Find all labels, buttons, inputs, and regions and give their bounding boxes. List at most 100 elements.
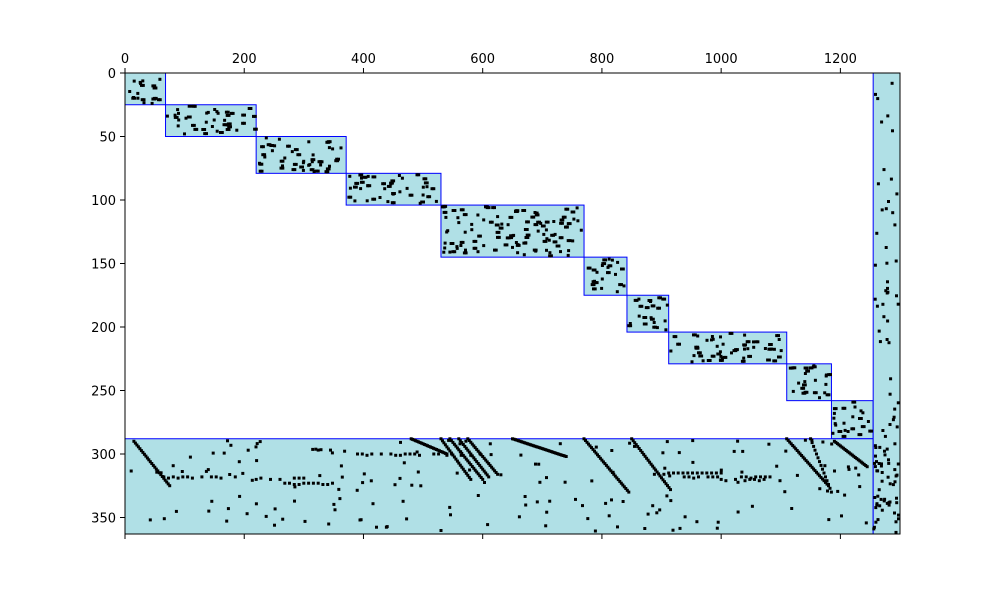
nonzero-marker [644,316,648,319]
nonzero-marker [663,297,667,301]
nonzero-marker [568,239,572,243]
nonzero-marker [500,226,504,230]
nonzero-marker [371,175,375,179]
nonzero-marker [441,439,444,443]
nonzero-marker [241,113,245,117]
nonzero-marker [678,342,681,346]
nonzero-marker [233,475,237,479]
nonzero-marker [548,254,552,258]
nonzero-marker [880,120,884,124]
nonzero-marker [339,464,343,468]
nonzero-marker [534,213,538,217]
nonzero-marker [476,250,480,254]
nonzero-marker [311,481,315,485]
x-tick-label: 400 [351,52,376,67]
nonzero-marker [656,306,660,310]
nonzero-marker [226,439,229,443]
nonzero-marker [193,127,197,131]
nonzero-marker [442,204,446,208]
nonzero-marker [884,207,888,211]
nonzero-marker [677,451,681,455]
nonzero-marker [662,472,666,476]
nonzero-marker [745,340,749,344]
nonzero-marker [241,471,245,475]
nonzero-marker [496,472,500,476]
nonzero-marker [168,484,172,488]
nonzero-marker [567,249,571,253]
nonzero-marker [536,213,540,217]
nonzero-marker [724,355,728,359]
nonzero-marker [800,386,804,390]
nonzero-marker [238,494,242,498]
nonzero-marker [696,334,700,338]
nonzero-marker [455,246,459,250]
nonzero-marker [633,298,637,302]
nonzero-marker [882,168,886,172]
nonzero-marker [633,441,637,445]
nonzero-marker [467,439,471,442]
y-tick-label: 0 [108,67,116,82]
nonzero-marker [457,448,461,452]
nonzero-marker [521,209,525,212]
nonzero-marker [593,449,596,453]
nonzero-marker [557,244,561,248]
nonzero-marker [794,447,798,451]
nonzero-marker [847,467,851,471]
nonzero-marker [853,405,857,409]
nonzero-marker [560,221,564,225]
nonzero-marker [872,527,876,531]
nonzero-marker [748,477,752,481]
nonzero-marker [822,479,826,483]
nonzero-marker [509,234,513,238]
nonzero-marker [750,504,754,508]
nonzero-marker [281,166,285,170]
nonzero-marker [827,483,830,486]
nonzero-marker [793,366,797,370]
nonzero-marker [694,345,698,349]
nonzero-marker [327,522,331,526]
nonzero-marker [756,340,760,344]
nonzero-marker [736,480,740,484]
nonzero-marker [446,447,450,451]
nonzero-marker [601,460,605,464]
nonzero-marker [515,210,519,213]
nonzero-marker [778,479,782,483]
nonzero-marker [475,470,479,474]
nonzero-marker [136,445,140,449]
nonzero-marker [491,206,495,210]
nonzero-marker [294,162,298,166]
nonzero-marker [154,86,158,90]
nonzero-marker [895,425,899,429]
nonzero-marker [658,508,662,512]
nonzero-marker [470,442,474,446]
nonzero-marker [151,84,155,88]
nonzero-marker [648,460,652,464]
nonzero-marker [831,431,835,435]
nonzero-marker [734,348,738,352]
right-coupling-columns-block [872,72,901,535]
nonzero-marker [710,354,714,358]
nonzero-marker [316,169,320,173]
nonzero-marker [747,354,751,358]
nonzero-marker [281,517,285,521]
nonzero-marker [419,484,423,488]
nonzero-marker [478,474,482,478]
nonzero-marker [807,369,810,373]
nonzero-marker [482,456,486,460]
nonzero-marker [590,283,594,287]
nonzero-marker [485,473,489,477]
nonzero-marker [226,110,230,114]
nonzero-marker [655,470,659,474]
nonzero-marker [889,377,893,381]
nonzero-marker [362,472,366,476]
nonzero-marker [715,344,719,348]
nonzero-marker [273,507,277,511]
nonzero-marker [340,475,344,479]
nonzero-marker [237,460,241,464]
nonzero-marker [139,449,143,453]
diagonal-block-2 [165,104,257,137]
nonzero-marker [603,462,607,466]
nonzero-marker [467,475,471,479]
nonzero-marker [206,468,210,472]
nonzero-marker [292,476,296,480]
